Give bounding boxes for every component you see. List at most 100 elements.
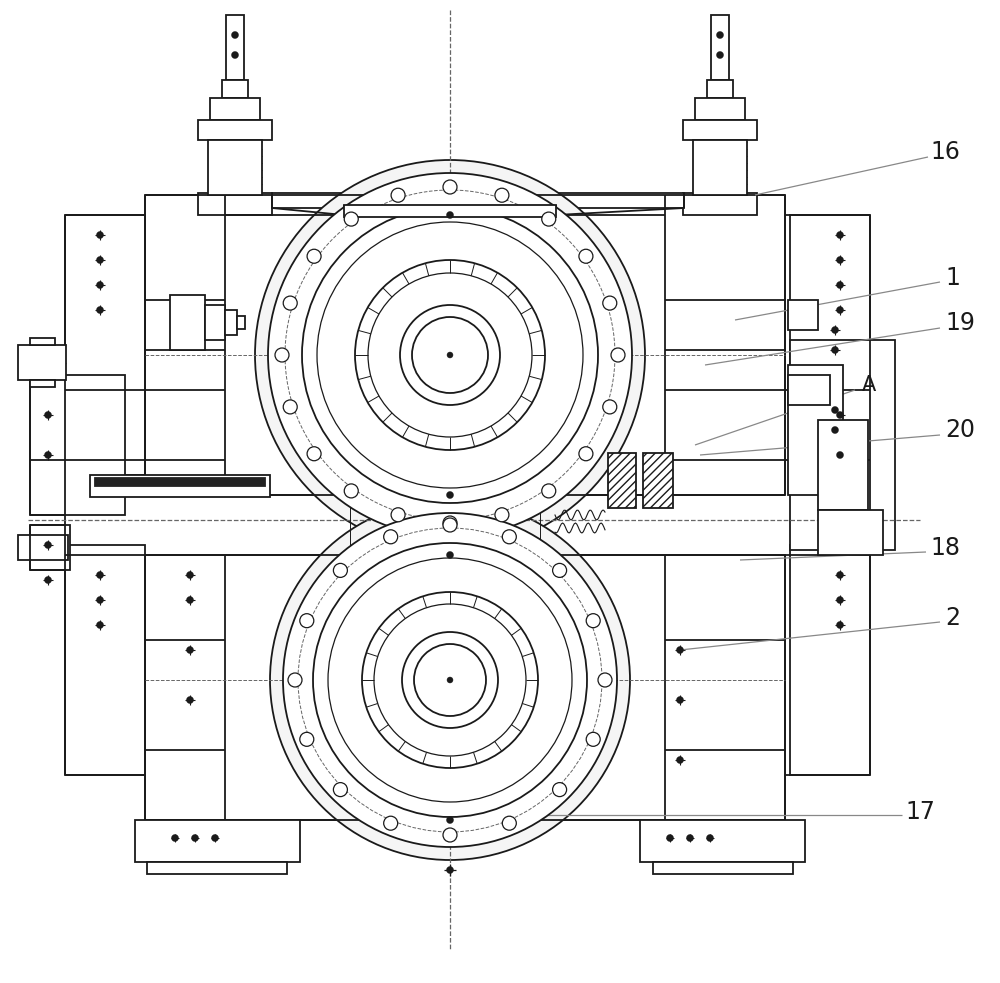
- Bar: [653, 862, 793, 874]
- Circle shape: [414, 644, 486, 716]
- Circle shape: [384, 530, 398, 544]
- Circle shape: [412, 317, 488, 393]
- Circle shape: [446, 817, 454, 824]
- Bar: [344, 205, 556, 217]
- Circle shape: [502, 530, 516, 544]
- Circle shape: [836, 281, 844, 288]
- Bar: [683, 120, 757, 140]
- Bar: [818, 420, 868, 510]
- Circle shape: [317, 222, 583, 488]
- Circle shape: [307, 446, 321, 461]
- Bar: [608, 453, 636, 508]
- Bar: [170, 295, 205, 350]
- Circle shape: [186, 697, 194, 704]
- Circle shape: [368, 273, 532, 437]
- Circle shape: [333, 563, 347, 577]
- Bar: [198, 193, 272, 215]
- Circle shape: [283, 513, 617, 847]
- Text: A: A: [862, 375, 876, 395]
- Bar: [790, 215, 870, 475]
- Bar: [683, 193, 757, 215]
- Bar: [790, 340, 895, 550]
- Circle shape: [44, 412, 52, 419]
- Circle shape: [44, 576, 52, 584]
- Circle shape: [96, 307, 104, 314]
- Circle shape: [328, 558, 572, 802]
- Circle shape: [172, 835, 178, 841]
- Circle shape: [603, 400, 617, 414]
- Text: 19: 19: [945, 311, 975, 335]
- Circle shape: [836, 451, 844, 458]
- Circle shape: [400, 305, 500, 405]
- Circle shape: [836, 571, 844, 579]
- Circle shape: [96, 571, 104, 579]
- Bar: [643, 453, 673, 508]
- Circle shape: [716, 51, 724, 59]
- Bar: [145, 555, 785, 820]
- Circle shape: [186, 597, 194, 604]
- Circle shape: [443, 828, 457, 842]
- Circle shape: [553, 782, 567, 796]
- Circle shape: [836, 621, 844, 628]
- Bar: [210, 98, 260, 120]
- Bar: [30, 375, 125, 515]
- Circle shape: [333, 782, 347, 796]
- Circle shape: [362, 592, 538, 768]
- Circle shape: [192, 835, 198, 841]
- Circle shape: [447, 677, 453, 683]
- Circle shape: [275, 348, 289, 362]
- Bar: [18, 535, 68, 560]
- Circle shape: [836, 232, 844, 239]
- Bar: [30, 338, 55, 345]
- Circle shape: [300, 613, 314, 628]
- Circle shape: [186, 647, 194, 654]
- Circle shape: [268, 173, 632, 537]
- Circle shape: [402, 632, 498, 728]
- Bar: [237, 316, 245, 329]
- Circle shape: [542, 212, 556, 226]
- Circle shape: [495, 188, 509, 202]
- Circle shape: [288, 673, 302, 687]
- Bar: [693, 140, 747, 195]
- Circle shape: [836, 597, 844, 604]
- Bar: [226, 15, 244, 80]
- Circle shape: [255, 160, 645, 550]
- Circle shape: [832, 346, 838, 354]
- Circle shape: [96, 232, 104, 239]
- Bar: [225, 310, 237, 335]
- Circle shape: [446, 866, 454, 874]
- Bar: [198, 120, 272, 140]
- Circle shape: [96, 257, 104, 263]
- Circle shape: [384, 816, 398, 831]
- Bar: [135, 820, 300, 862]
- Circle shape: [676, 697, 684, 704]
- Circle shape: [232, 31, 239, 38]
- Circle shape: [447, 352, 453, 358]
- Circle shape: [446, 551, 454, 558]
- Circle shape: [44, 451, 52, 458]
- Bar: [222, 80, 248, 98]
- Bar: [147, 862, 287, 874]
- Circle shape: [836, 257, 844, 263]
- Bar: [788, 375, 830, 405]
- Circle shape: [270, 500, 630, 860]
- Circle shape: [232, 51, 239, 59]
- Bar: [707, 80, 733, 98]
- Circle shape: [586, 732, 600, 746]
- Circle shape: [391, 188, 405, 202]
- Circle shape: [302, 207, 598, 503]
- Text: 17: 17: [905, 800, 935, 824]
- Bar: [30, 525, 70, 570]
- Circle shape: [443, 518, 457, 532]
- Circle shape: [676, 757, 684, 764]
- Circle shape: [443, 180, 457, 194]
- Circle shape: [832, 427, 838, 434]
- Bar: [65, 545, 145, 775]
- Circle shape: [495, 508, 509, 522]
- Bar: [695, 98, 745, 120]
- Circle shape: [283, 296, 297, 310]
- Circle shape: [832, 407, 838, 414]
- Circle shape: [586, 613, 600, 628]
- Circle shape: [391, 508, 405, 522]
- Text: 1: 1: [945, 266, 960, 290]
